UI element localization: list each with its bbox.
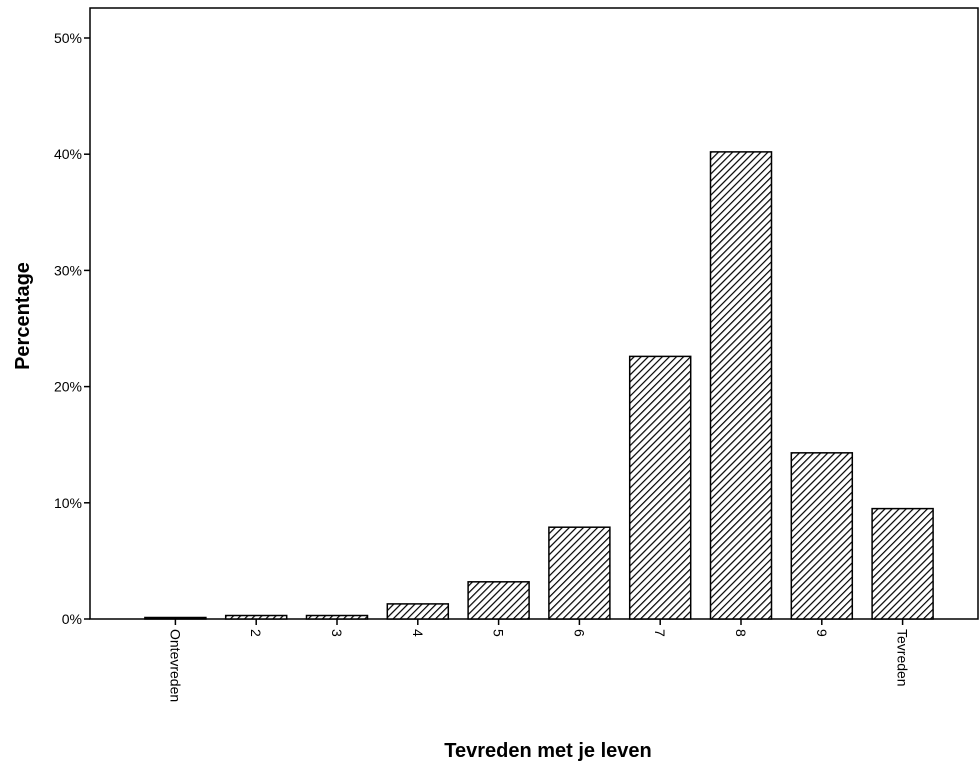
y-tick-label: 0% [62, 611, 82, 627]
x-tick-label: Ontevreden [167, 629, 183, 702]
x-tick-label: 2 [248, 629, 264, 637]
x-tick-label: 9 [814, 629, 830, 637]
x-tick-label: 5 [491, 629, 507, 637]
y-tick-label: 10% [54, 495, 82, 511]
x-tick-label: Tevreden [895, 629, 911, 687]
x-tick-label: 7 [652, 629, 668, 637]
bar [386, 603, 450, 620]
plot-border [89, 7, 979, 620]
bar [709, 151, 773, 620]
y-tick-label: 20% [54, 379, 82, 395]
y-tick-label: 30% [54, 262, 82, 278]
x-axis: Ontevreden 2 3 4 5 6 7 8 9 Tevreden [167, 619, 911, 702]
plot-frame [89, 7, 979, 620]
x-axis-title: Tevreden met je leven [444, 740, 652, 762]
x-tick-label: 4 [410, 629, 426, 637]
bar [790, 452, 854, 620]
y-axis-title: Percentage [12, 262, 34, 370]
bars [144, 151, 934, 620]
bar [628, 355, 692, 620]
y-tick-label: 40% [54, 146, 82, 162]
bar [871, 507, 934, 620]
x-tick-label: 6 [571, 629, 587, 637]
bar [305, 614, 369, 620]
bar [224, 614, 288, 620]
y-tick-label: 50% [54, 30, 82, 46]
x-tick-label: 8 [733, 629, 749, 637]
y-axis: 0% 10% 20% 30% 40% 50% [54, 30, 90, 627]
bar [548, 526, 611, 620]
x-tick-label: 3 [329, 629, 345, 637]
bar [467, 581, 530, 620]
bar [144, 616, 207, 620]
